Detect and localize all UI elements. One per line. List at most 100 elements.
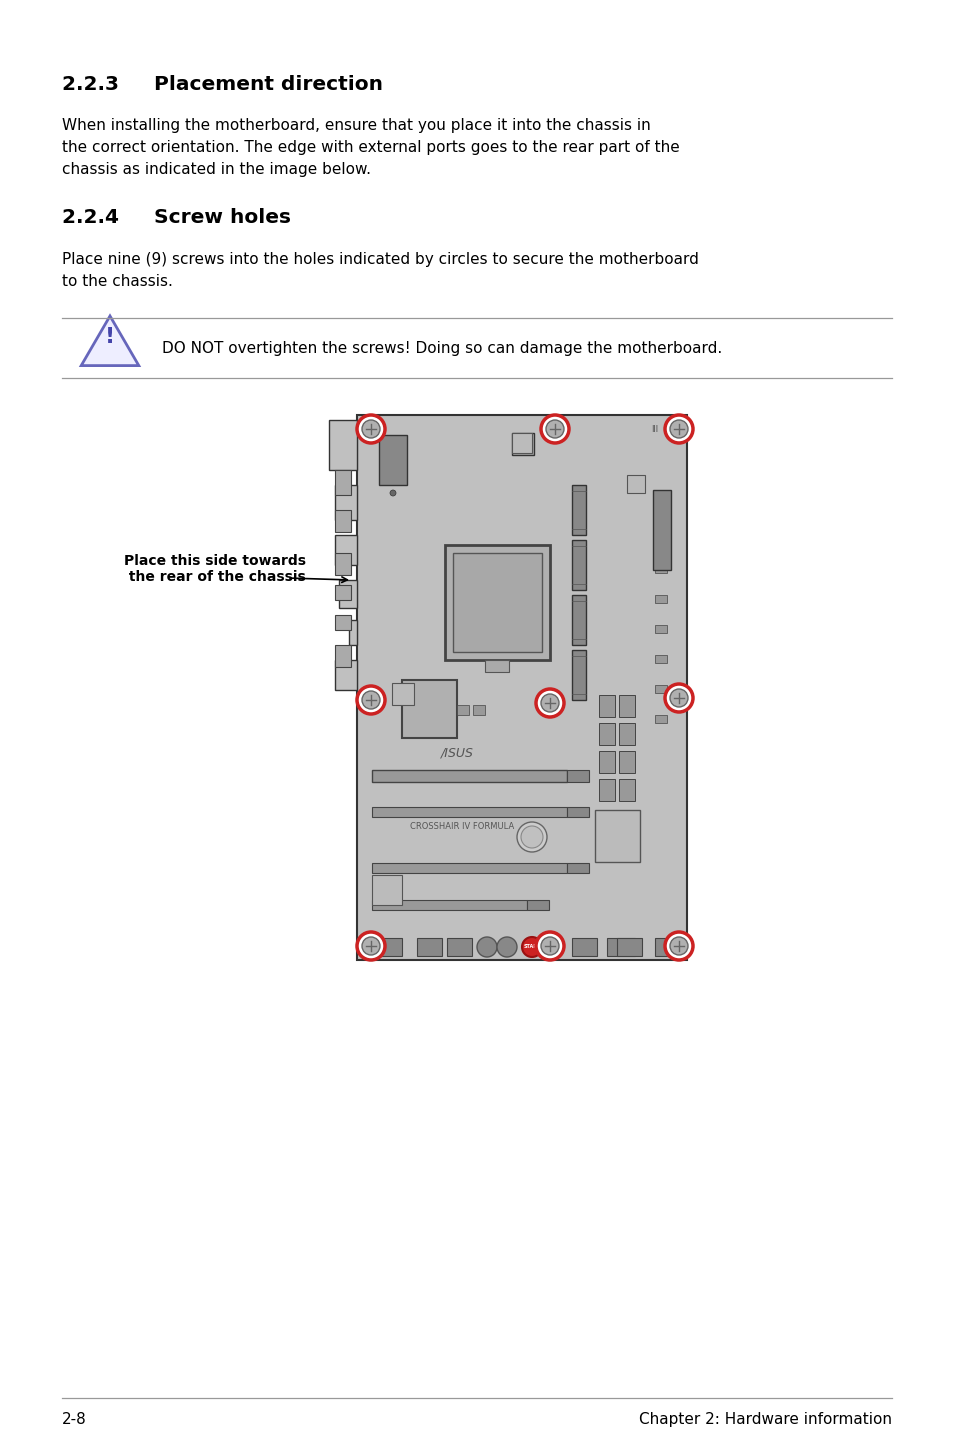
Text: When installing the motherboard, ensure that you place it into the chassis in: When installing the motherboard, ensure …	[62, 118, 650, 132]
Bar	[447, 938, 472, 956]
Bar	[361, 423, 374, 436]
Circle shape	[669, 689, 687, 707]
Circle shape	[361, 420, 379, 439]
Bar	[392, 683, 414, 705]
Bar	[598, 723, 615, 745]
Bar	[572, 650, 585, 700]
Bar	[655, 684, 666, 693]
Circle shape	[357, 687, 384, 713]
FancyBboxPatch shape	[444, 545, 550, 660]
Circle shape	[497, 938, 517, 958]
Circle shape	[665, 416, 691, 441]
Bar	[372, 874, 401, 905]
Circle shape	[517, 823, 546, 851]
Bar	[652, 490, 670, 569]
Circle shape	[541, 416, 567, 441]
Text: 2.2.4     Screw holes: 2.2.4 Screw holes	[62, 209, 291, 227]
Bar	[378, 436, 407, 485]
Circle shape	[665, 933, 691, 959]
Text: Place nine (9) screws into the holes indicated by circles to secure the motherbo: Place nine (9) screws into the holes ind…	[62, 252, 699, 267]
Bar	[618, 723, 635, 745]
Circle shape	[669, 938, 687, 955]
Bar	[372, 900, 526, 910]
Bar	[655, 654, 666, 663]
Bar	[618, 751, 635, 774]
Bar	[329, 420, 356, 470]
Bar	[572, 485, 585, 535]
Bar	[655, 535, 666, 544]
Bar	[416, 938, 441, 956]
Circle shape	[540, 938, 558, 955]
Text: DO NOT overtighten the screws! Doing so can damage the motherboard.: DO NOT overtighten the screws! Doing so …	[162, 341, 721, 355]
Bar	[618, 695, 635, 718]
Bar	[566, 807, 588, 817]
Circle shape	[357, 933, 384, 959]
Circle shape	[540, 695, 558, 712]
Text: Chapter 2: Hardware information: Chapter 2: Hardware information	[639, 1412, 891, 1426]
Bar	[349, 620, 356, 646]
Bar	[456, 705, 469, 715]
Circle shape	[361, 938, 379, 955]
Circle shape	[545, 420, 563, 439]
Bar	[655, 938, 679, 956]
Bar	[335, 470, 351, 495]
Circle shape	[542, 938, 562, 958]
Bar	[595, 810, 639, 861]
Circle shape	[361, 692, 379, 709]
Bar	[572, 541, 585, 590]
Text: 2.2.3     Placement direction: 2.2.3 Placement direction	[62, 75, 382, 93]
Bar	[335, 660, 356, 690]
Text: Place this side towards: Place this side towards	[124, 554, 306, 568]
Polygon shape	[81, 316, 138, 365]
Bar	[335, 615, 351, 630]
Bar	[401, 680, 456, 738]
FancyBboxPatch shape	[453, 554, 541, 651]
Bar	[572, 938, 597, 956]
Bar	[598, 779, 615, 801]
Circle shape	[537, 933, 562, 959]
Text: START: START	[523, 945, 540, 949]
Bar	[372, 769, 566, 782]
Bar	[566, 769, 588, 782]
Bar	[598, 751, 615, 774]
Bar	[566, 863, 588, 873]
Bar	[356, 416, 686, 961]
Circle shape	[669, 420, 687, 439]
Bar	[512, 433, 532, 453]
Bar	[655, 565, 666, 572]
Bar	[618, 779, 635, 801]
Bar	[655, 715, 666, 723]
Text: the correct orientation. The edge with external ports goes to the rear part of t: the correct orientation. The edge with e…	[62, 139, 679, 155]
Bar	[606, 938, 635, 956]
Bar	[626, 475, 644, 493]
Text: 2-8: 2-8	[62, 1412, 87, 1426]
Bar	[367, 938, 401, 956]
Bar	[335, 510, 351, 532]
Circle shape	[537, 690, 562, 716]
Bar	[372, 863, 566, 873]
Bar	[512, 433, 534, 454]
Text: chassis as indicated in the image below.: chassis as indicated in the image below.	[62, 162, 371, 177]
Circle shape	[357, 416, 384, 441]
Bar	[655, 626, 666, 633]
Text: /ISUS: /ISUS	[440, 746, 473, 761]
Bar	[526, 900, 548, 910]
Bar	[335, 485, 356, 521]
Text: to the chassis.: to the chassis.	[62, 275, 172, 289]
Circle shape	[476, 938, 497, 958]
Bar	[335, 646, 351, 667]
Bar	[335, 535, 356, 565]
Bar	[335, 585, 351, 600]
Bar	[338, 580, 356, 608]
Text: the rear of the chassis: the rear of the chassis	[124, 569, 306, 584]
Bar	[473, 705, 484, 715]
Bar	[598, 695, 615, 718]
Bar	[335, 554, 351, 575]
Circle shape	[520, 825, 542, 848]
Circle shape	[521, 938, 541, 958]
Bar	[484, 660, 509, 672]
Bar	[617, 938, 641, 956]
Text: !: !	[105, 326, 115, 347]
Text: CROSSHAIR IV FORMULA: CROSSHAIR IV FORMULA	[410, 823, 514, 831]
Bar	[372, 807, 566, 817]
